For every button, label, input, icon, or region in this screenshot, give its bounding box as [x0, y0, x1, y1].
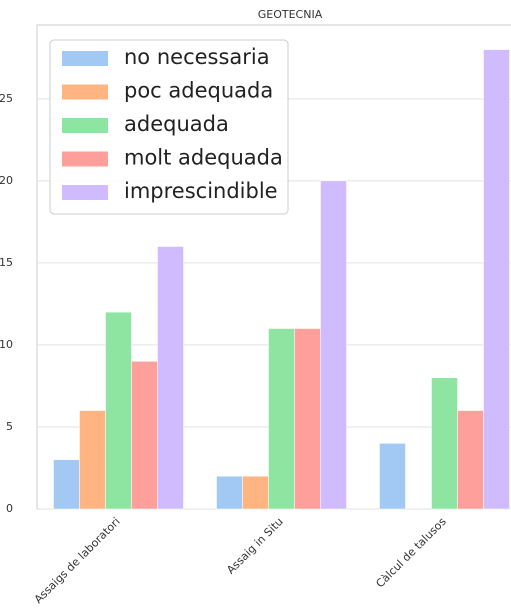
- y-tick-label: 0: [6, 502, 13, 515]
- legend-swatch: [62, 151, 108, 167]
- bar: [131, 361, 158, 510]
- bar: [53, 459, 80, 510]
- bar: [457, 410, 484, 510]
- bar: [79, 410, 106, 510]
- bar: [268, 328, 295, 510]
- legend-swatch: [62, 84, 108, 100]
- legend: no necessaria poc adequada adequada molt ad…: [49, 39, 289, 215]
- bar: [105, 311, 132, 510]
- legend-label: molt adequada: [124, 146, 283, 170]
- legend-label: imprescindible: [124, 179, 278, 203]
- x-tick-label: Càlcul de talusos: [373, 515, 449, 591]
- bar: [294, 328, 321, 510]
- x-tick-label: Assaig in Situ: [224, 515, 286, 577]
- y-tick-label: 20: [0, 174, 13, 187]
- legend-swatch: [62, 185, 108, 200]
- y-tick-label: 5: [6, 420, 13, 433]
- y-tick-label: 10: [0, 338, 13, 351]
- legend-box: [49, 39, 289, 215]
- bar: [320, 180, 347, 510]
- legend-swatch: [62, 118, 108, 133]
- bar: [216, 475, 243, 510]
- x-tick-label: Assaigs de laboratori: [32, 515, 123, 606]
- legend-label: no necessaria: [124, 45, 270, 69]
- legend-label: adequada: [124, 112, 229, 136]
- legend-swatch: [62, 51, 108, 66]
- legend-label: poc adequada: [124, 79, 273, 103]
- bar: [431, 377, 458, 510]
- bar: [157, 246, 184, 510]
- y-tick-label: 15: [0, 256, 13, 269]
- chart-title: GEOTECNIA: [258, 8, 323, 21]
- y-tick-label: 25: [0, 92, 13, 105]
- bar: [242, 475, 269, 510]
- bar: [483, 49, 510, 510]
- bar: [379, 443, 406, 510]
